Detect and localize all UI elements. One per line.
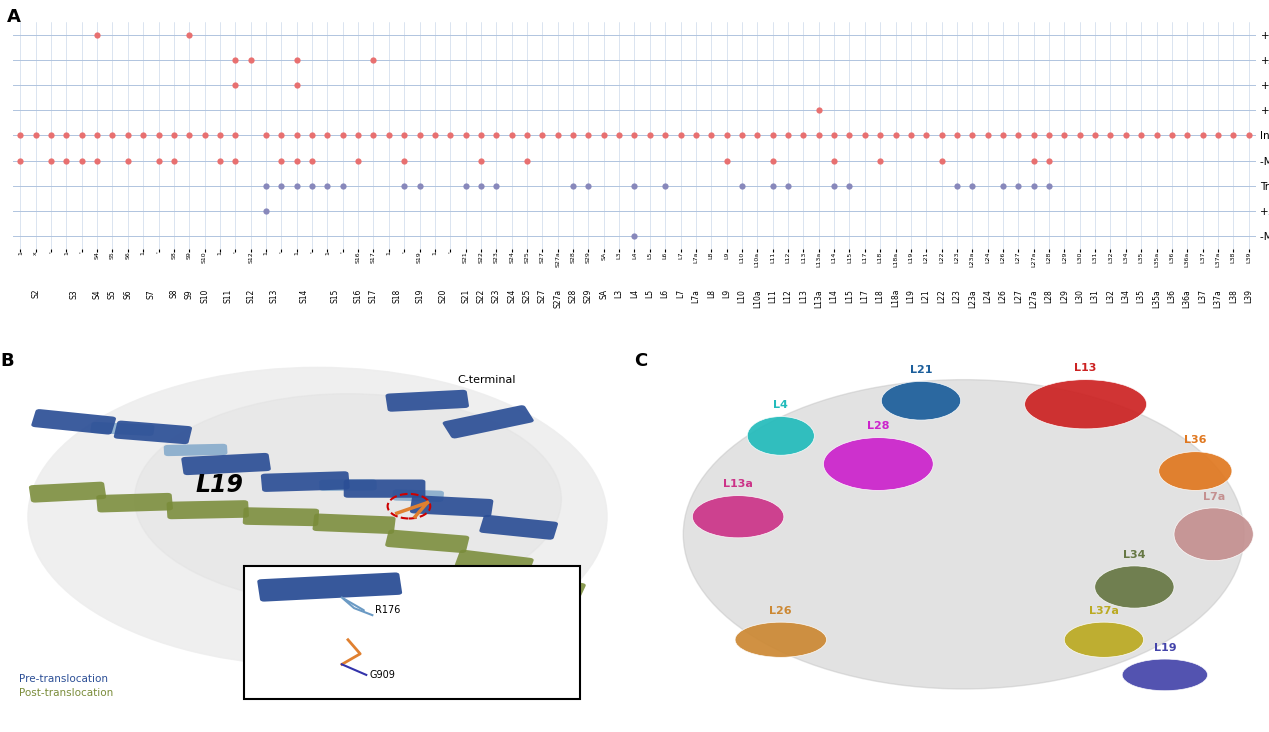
Text: L7a: L7a: [1203, 492, 1225, 501]
Text: Post-translocation: Post-translocation: [19, 688, 113, 698]
Ellipse shape: [683, 380, 1244, 689]
Text: L21: L21: [910, 365, 933, 375]
FancyBboxPatch shape: [344, 479, 425, 498]
Text: G909: G909: [369, 671, 395, 681]
FancyBboxPatch shape: [454, 550, 534, 575]
Text: L13a: L13a: [723, 479, 753, 489]
FancyBboxPatch shape: [96, 493, 173, 512]
Text: A: A: [6, 8, 20, 26]
FancyBboxPatch shape: [166, 500, 249, 519]
Text: L34: L34: [1123, 550, 1146, 559]
FancyBboxPatch shape: [480, 515, 558, 539]
Text: L19: L19: [195, 473, 244, 497]
Ellipse shape: [1095, 566, 1174, 608]
FancyBboxPatch shape: [443, 406, 534, 438]
Ellipse shape: [135, 394, 561, 605]
FancyBboxPatch shape: [513, 574, 586, 600]
Ellipse shape: [1159, 452, 1232, 490]
FancyBboxPatch shape: [29, 482, 107, 503]
Ellipse shape: [1174, 508, 1254, 561]
FancyBboxPatch shape: [386, 390, 470, 411]
Ellipse shape: [1065, 622, 1143, 657]
Text: L4: L4: [773, 400, 788, 410]
Ellipse shape: [735, 622, 826, 657]
Ellipse shape: [693, 496, 784, 538]
FancyBboxPatch shape: [114, 421, 192, 444]
FancyBboxPatch shape: [181, 453, 270, 475]
Ellipse shape: [747, 417, 815, 455]
Text: L19: L19: [1154, 643, 1176, 653]
Ellipse shape: [1024, 380, 1147, 429]
Text: L28: L28: [867, 422, 890, 431]
FancyBboxPatch shape: [258, 572, 402, 602]
Text: L37a: L37a: [1089, 606, 1119, 616]
FancyBboxPatch shape: [245, 566, 580, 700]
FancyBboxPatch shape: [410, 496, 494, 517]
Text: C-terminal: C-terminal: [458, 376, 516, 385]
FancyBboxPatch shape: [312, 514, 396, 534]
FancyBboxPatch shape: [90, 422, 155, 436]
Text: L13: L13: [1075, 363, 1096, 373]
FancyBboxPatch shape: [261, 471, 350, 492]
Ellipse shape: [824, 438, 933, 490]
Text: C: C: [634, 351, 647, 370]
Text: L26: L26: [769, 606, 792, 616]
FancyBboxPatch shape: [242, 507, 319, 526]
Ellipse shape: [28, 367, 607, 666]
FancyBboxPatch shape: [32, 409, 115, 435]
Text: L36: L36: [1184, 436, 1207, 445]
FancyBboxPatch shape: [164, 444, 227, 456]
Ellipse shape: [882, 381, 961, 420]
Text: B: B: [0, 351, 14, 370]
FancyBboxPatch shape: [320, 479, 377, 491]
Ellipse shape: [1122, 659, 1208, 691]
FancyBboxPatch shape: [392, 490, 444, 502]
Text: R176: R176: [376, 605, 401, 616]
Text: Pre-translocation: Pre-translocation: [19, 674, 108, 684]
FancyBboxPatch shape: [386, 530, 470, 553]
